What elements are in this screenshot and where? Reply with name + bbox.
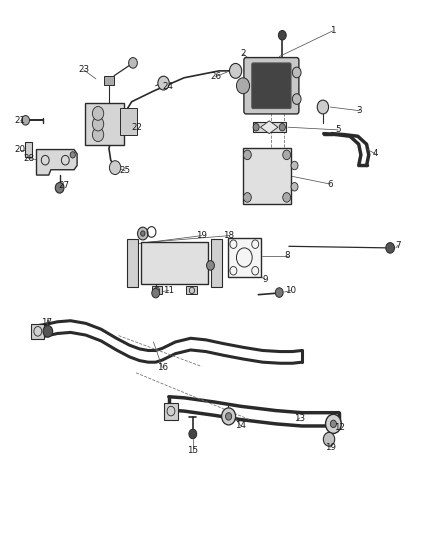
Circle shape xyxy=(158,76,169,90)
Circle shape xyxy=(279,30,286,40)
Text: 23: 23 xyxy=(78,66,89,74)
Text: 4: 4 xyxy=(373,149,378,158)
Circle shape xyxy=(292,94,301,104)
Bar xyxy=(141,241,208,284)
Text: 5: 5 xyxy=(336,125,341,134)
Text: 3: 3 xyxy=(357,106,362,115)
Text: 24: 24 xyxy=(162,82,173,91)
Circle shape xyxy=(92,128,104,142)
Circle shape xyxy=(222,408,236,425)
Text: 11: 11 xyxy=(163,286,174,295)
Circle shape xyxy=(43,326,53,337)
Bar xyxy=(25,142,32,157)
Text: 2: 2 xyxy=(240,50,246,58)
Circle shape xyxy=(129,58,138,68)
Bar xyxy=(31,324,44,339)
Bar xyxy=(164,402,178,419)
Circle shape xyxy=(70,152,75,158)
FancyBboxPatch shape xyxy=(252,63,291,109)
Circle shape xyxy=(237,78,250,94)
Text: 27: 27 xyxy=(58,181,70,190)
Circle shape xyxy=(141,231,145,236)
Text: 9: 9 xyxy=(262,275,268,284)
Bar xyxy=(211,239,222,287)
Circle shape xyxy=(276,288,283,297)
Circle shape xyxy=(244,150,251,160)
Text: 19: 19 xyxy=(196,231,207,240)
Text: 10: 10 xyxy=(286,286,297,295)
Circle shape xyxy=(291,182,298,191)
Circle shape xyxy=(189,429,197,439)
Text: 1: 1 xyxy=(330,27,335,36)
Text: 28: 28 xyxy=(23,154,34,163)
Bar xyxy=(253,123,286,132)
Circle shape xyxy=(110,161,121,174)
Text: 7: 7 xyxy=(395,241,401,250)
Text: 8: 8 xyxy=(285,252,290,260)
Bar xyxy=(120,108,138,135)
Polygon shape xyxy=(261,121,278,134)
Circle shape xyxy=(283,150,290,160)
Text: 13: 13 xyxy=(294,414,305,423)
Circle shape xyxy=(21,116,29,125)
Bar xyxy=(103,76,114,85)
Text: 14: 14 xyxy=(235,422,246,431)
Polygon shape xyxy=(36,150,77,175)
Circle shape xyxy=(291,161,298,169)
Bar xyxy=(85,103,124,146)
Text: 25: 25 xyxy=(120,166,131,175)
Bar xyxy=(187,286,198,294)
Circle shape xyxy=(92,107,104,120)
Circle shape xyxy=(138,227,148,240)
Text: 17: 17 xyxy=(41,318,52,327)
Text: 21: 21 xyxy=(15,116,26,125)
Circle shape xyxy=(325,414,341,433)
Circle shape xyxy=(55,182,64,193)
Text: 26: 26 xyxy=(210,72,221,81)
Text: 19: 19 xyxy=(325,443,336,452)
Bar xyxy=(228,238,261,277)
Text: 15: 15 xyxy=(187,447,198,456)
Circle shape xyxy=(283,192,290,202)
Circle shape xyxy=(292,67,301,78)
Circle shape xyxy=(152,288,159,298)
Circle shape xyxy=(207,261,215,270)
Text: 16: 16 xyxy=(157,363,168,372)
FancyBboxPatch shape xyxy=(244,58,299,114)
Circle shape xyxy=(92,117,104,131)
Circle shape xyxy=(253,124,259,131)
Circle shape xyxy=(279,124,286,131)
Bar xyxy=(243,148,291,204)
Circle shape xyxy=(386,243,395,253)
Bar xyxy=(127,239,138,287)
Text: 6: 6 xyxy=(328,180,333,189)
Text: 18: 18 xyxy=(223,231,235,240)
Circle shape xyxy=(244,192,251,202)
Circle shape xyxy=(317,100,328,114)
Text: 12: 12 xyxy=(334,423,345,432)
Bar xyxy=(152,286,162,294)
Circle shape xyxy=(323,432,335,446)
Circle shape xyxy=(226,413,232,420)
Circle shape xyxy=(230,63,242,78)
Text: 22: 22 xyxy=(131,123,142,132)
Circle shape xyxy=(330,420,336,427)
Text: 20: 20 xyxy=(15,145,26,154)
